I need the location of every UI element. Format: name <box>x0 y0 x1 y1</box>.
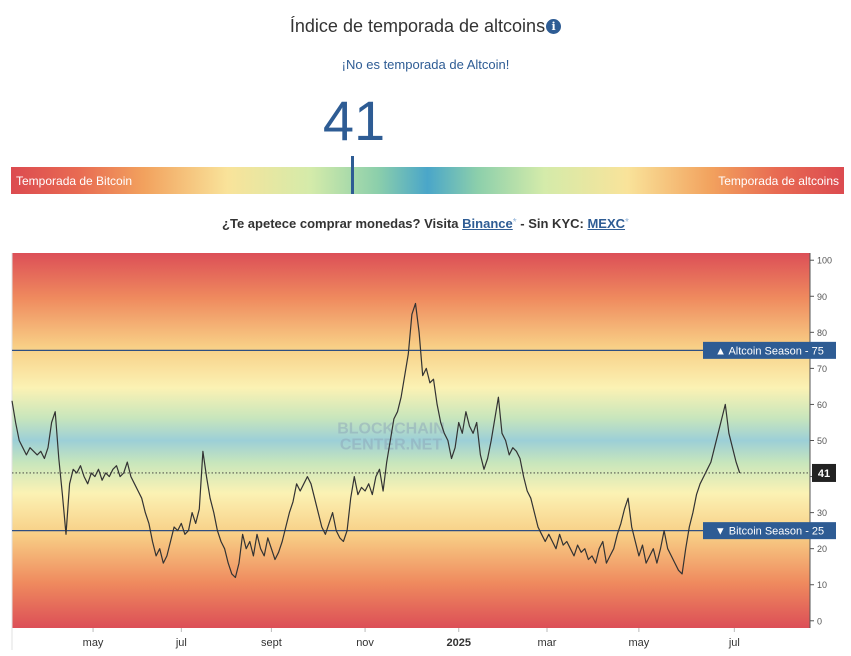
index-value: 41 <box>322 89 386 152</box>
external-link-icon: * <box>625 217 629 228</box>
watermark-line: BLOCKCHAIN <box>337 420 445 437</box>
series-group <box>11 302 741 579</box>
binance-link[interactable]: Binance <box>462 216 513 231</box>
x-tick-label: may <box>628 637 649 649</box>
current-value-group: 41 <box>12 463 836 482</box>
y-tick-label: 100 <box>817 256 832 266</box>
reference-label: ▼ Bitcoin Season - 25 <box>715 526 824 538</box>
x-tick-label: sept <box>261 637 282 649</box>
gauge-label-bitcoin: Temporada de Bitcoin <box>16 174 133 188</box>
series-line <box>11 302 741 579</box>
current-value-box <box>812 463 836 482</box>
external-link-icon: * <box>512 217 517 228</box>
reference-label: ▲ Altcoin Season - 75 <box>715 345 824 357</box>
x-axis: may jul sept nov 2025 mar may jul <box>83 628 740 649</box>
season-status-text: ¡No es temporada de Altcoin! <box>341 57 510 72</box>
y-tick-label: 60 <box>817 400 827 410</box>
promo-middle: - Sin KYC: <box>520 216 584 231</box>
current-value-label: 41 <box>818 468 830 480</box>
season-gauge-bar: Temporada de Bitcoin Temporada de altcoi… <box>11 167 844 194</box>
promo-prefix: ¿Te apetece comprar monedas? Visita <box>222 216 459 231</box>
chart-background <box>11 253 810 650</box>
promo-line: ¿Te apetece comprar monedas? Visita Bina… <box>0 216 851 231</box>
mexc-link[interactable]: MEXC <box>587 216 626 231</box>
x-tick-label: may <box>83 637 104 649</box>
page-title-row: Índice de temporada de altcoins i <box>0 16 851 37</box>
y-tick-label: 50 <box>817 436 827 446</box>
y-tick-label: 20 <box>817 544 827 554</box>
reference-label-box <box>703 522 836 540</box>
x-tick-label: jul <box>728 637 740 649</box>
page-title: Índice de temporada de altcoins <box>289 16 546 36</box>
x-tick-label: jul <box>175 637 187 649</box>
gauge-label-altcoin: Temporada de altcoins <box>718 174 839 188</box>
x-tick-label: 2025 <box>446 637 470 649</box>
y-tick-label: 30 <box>817 508 827 518</box>
y-tick-label: 0 <box>817 616 822 626</box>
y-tick-label: 10 <box>817 580 827 590</box>
y-tick-label: 80 <box>817 328 827 338</box>
x-tick-label: mar <box>538 637 557 649</box>
plot-area-gradient <box>12 253 810 628</box>
info-icon[interactable]: i <box>546 19 562 34</box>
watermark-line: CENTER.NET <box>340 436 442 453</box>
x-tick-label: nov <box>356 637 374 649</box>
chart-watermark: BLOCKCHAIN CENTER.NET <box>337 420 445 453</box>
y-axis: 0102030405060708090100 <box>809 253 832 628</box>
reference-lines: ▲ Altcoin Season - 75 ▼ Bitcoin Season - … <box>12 341 836 540</box>
reference-label-box <box>703 341 836 359</box>
gauge-marker <box>351 156 355 194</box>
y-tick-label: 90 <box>817 292 827 302</box>
y-tick-label: 70 <box>817 364 827 374</box>
